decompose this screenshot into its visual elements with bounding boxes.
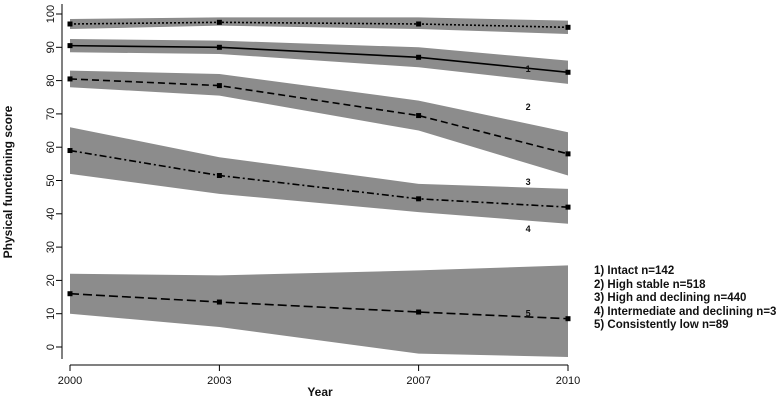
line-labels: 1 2 3 4 5 [526,64,531,319]
data-point-2-4 [565,69,571,75]
legend-entry-intact: 1) Intact n=142 [594,265,675,277]
series-lines [69,21,569,320]
y-tick-label-10: 10 [45,308,57,320]
data-point-1-3 [416,21,422,27]
line-label-4: 4 [526,224,531,234]
line-label-3: 3 [526,177,531,187]
confidence-band-1 [70,17,568,34]
legend-entry-high-declining: 3) High and declining n=440 [594,292,747,305]
data-point-5-3 [416,309,422,315]
y-tick-label-40: 40 [45,208,57,220]
data-point-5-4 [565,316,571,322]
data-point-4-4 [565,204,571,210]
y-axis-title: Physical functioning score [1,105,15,258]
y-tick-label-0: 0 [45,344,57,350]
y-tick-label-50: 50 [45,174,57,186]
data-point-1-2 [216,19,222,25]
data-point-2-2 [216,44,222,50]
data-point-5-2 [216,299,222,305]
series-line-5 [69,292,569,320]
data-point-3-3 [416,113,422,119]
data-point-5-1 [67,291,73,297]
line-label-1: 1 [526,64,531,74]
data-point-4-2 [216,173,222,179]
data-point-4-1 [67,148,73,154]
confidence-band-5 [70,265,568,357]
x-axis-title: Year [307,385,333,399]
data-point-1-1 [67,21,73,27]
x-ticks: 2000 2003 2007 2010 [58,365,580,387]
axes [61,4,568,366]
confidence-band-2 [70,38,568,84]
y-ticks: 0 10 20 30 40 50 60 70 80 90 100 [45,5,62,350]
data-point-1-4 [565,24,571,30]
series-markers [67,19,571,322]
series-line-2 [69,44,569,74]
legend-entry-intermediate-declining: 4) Intermediate and declining n=371 [594,305,777,318]
legend-entry-consistently-low: 5) Consistently low n=89 [594,319,729,332]
x-tick-label-2000: 2000 [58,375,82,387]
y-tick-label-20: 20 [45,274,57,286]
data-point-2-3 [416,54,422,60]
y-tick-label-100: 100 [45,5,57,23]
legend: 1) Intact n=142 2) High stable n=518 3) … [594,265,777,333]
series-line-1 [69,21,569,29]
data-point-3-2 [216,83,222,89]
y-tick-label-90: 90 [45,41,57,53]
series-line-4 [69,149,569,208]
x-tick-label-2010: 2010 [556,375,580,387]
data-point-2-1 [67,43,73,49]
line-label-2: 2 [526,102,531,112]
y-tick-label-70: 70 [45,108,57,120]
data-point-3-4 [565,151,571,157]
legend-entry-high-stable: 2) High stable n=518 [594,278,706,291]
line-label-5: 5 [526,309,531,319]
x-tick-label-2007: 2007 [406,375,430,387]
x-tick-label-2003: 2003 [207,375,231,387]
data-point-3-1 [67,76,73,82]
y-tick-label-80: 80 [45,74,57,86]
y-tick-label-30: 30 [45,241,57,253]
y-tick-label-60: 60 [45,141,57,153]
data-point-4-3 [416,196,422,202]
